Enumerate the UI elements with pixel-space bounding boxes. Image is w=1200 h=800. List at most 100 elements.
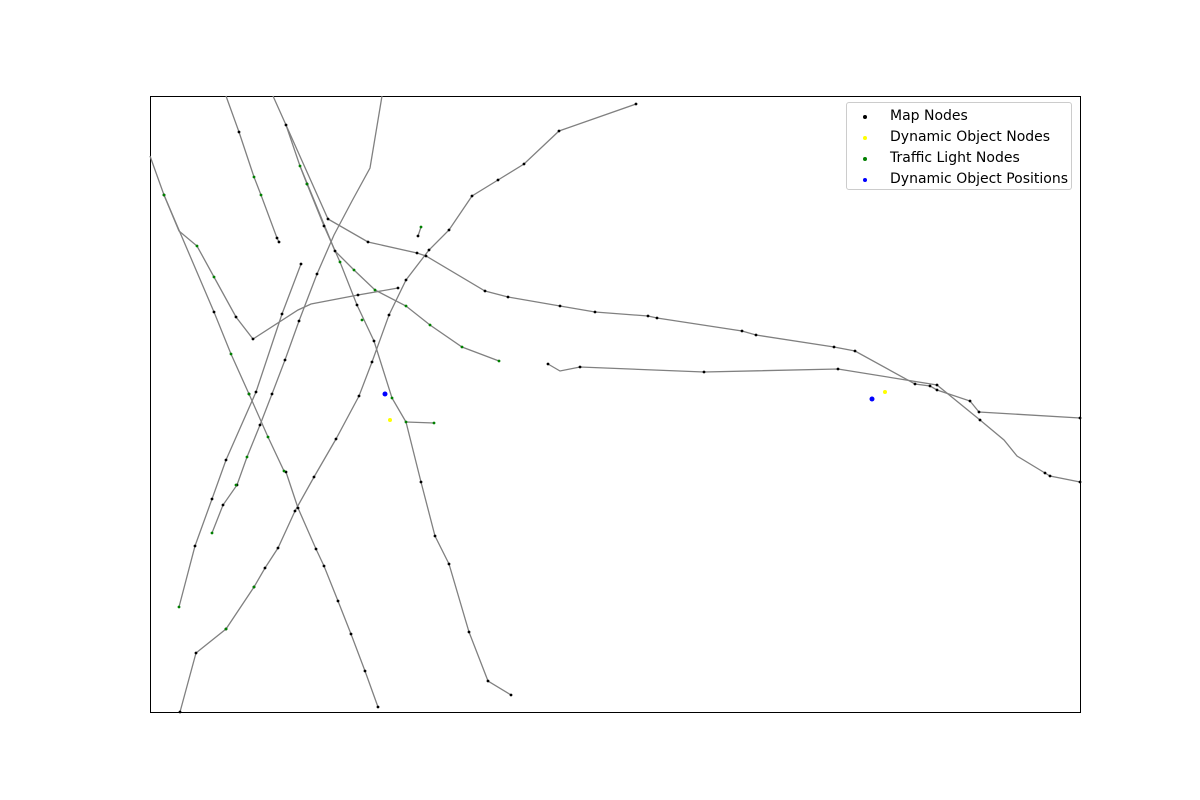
map-node	[376, 705, 380, 709]
map-node	[467, 630, 471, 634]
map-node	[314, 547, 318, 551]
map-node	[546, 362, 550, 366]
map-node	[312, 475, 316, 479]
map-node	[646, 314, 650, 318]
traffic-light-node	[305, 182, 309, 186]
traffic-light-node	[432, 421, 436, 425]
traffic-light-node	[419, 225, 423, 229]
map-node	[634, 102, 638, 106]
legend-item-dynamic-object-positions: Dynamic Object Positions	[847, 169, 1071, 190]
traffic-light-node	[212, 275, 216, 279]
traffic-light-node	[404, 420, 408, 424]
map-node	[363, 669, 367, 673]
legend-item-map-nodes: Map Nodes	[847, 106, 1071, 127]
map-node	[251, 337, 255, 341]
legend-marker-map-nodes	[863, 115, 867, 119]
map-node	[486, 679, 490, 683]
graph-edge	[225, 95, 280, 243]
map-node	[853, 349, 857, 353]
map-node	[483, 289, 487, 293]
legend-marker-dynamic-object-nodes	[863, 136, 867, 140]
legend-marker-dynamic-object-positions	[863, 178, 867, 182]
map-node	[322, 564, 326, 568]
graph-edge	[547, 363, 1081, 483]
map-node	[299, 262, 303, 266]
traffic-light-node	[177, 605, 181, 609]
traffic-light-node	[224, 627, 228, 631]
map-node	[276, 546, 280, 550]
map-node	[836, 367, 840, 371]
map-node	[496, 178, 500, 182]
map-node	[522, 162, 526, 166]
traffic-light-node	[259, 193, 263, 197]
map-node	[935, 383, 939, 387]
map-node	[404, 278, 408, 282]
map-node	[357, 394, 361, 398]
map-node	[275, 236, 279, 240]
traffic-light-node	[162, 193, 166, 197]
map-node	[978, 418, 982, 422]
traffic-light-node	[360, 318, 364, 322]
legend-label: Dynamic Object Nodes	[890, 129, 1051, 145]
traffic-light-node	[195, 244, 199, 248]
traffic-light-node	[252, 585, 256, 589]
map-node	[293, 509, 297, 513]
map-node	[297, 319, 301, 323]
map-node	[366, 240, 370, 244]
traffic-light-node	[460, 345, 464, 349]
map-node	[416, 234, 420, 238]
graph-edge	[179, 103, 637, 713]
dynamic-object-position	[869, 396, 875, 402]
traffic-light-node	[404, 304, 408, 308]
map-node	[296, 506, 300, 510]
map-node	[372, 339, 376, 343]
traffic-light-node	[338, 260, 342, 264]
map-node	[326, 217, 330, 221]
map-node	[258, 423, 262, 427]
traffic-light-node	[266, 435, 270, 439]
map-node	[396, 286, 400, 290]
legend-marker-traffic-light-nodes	[863, 157, 867, 161]
traffic-light-node	[252, 175, 256, 179]
map-node	[977, 410, 981, 414]
map-node	[557, 129, 561, 133]
graph-edge	[299, 165, 500, 362]
map-node	[433, 534, 437, 538]
map-node	[237, 130, 241, 134]
plot-frame	[150, 96, 1081, 713]
map-node	[263, 566, 267, 570]
map-node	[419, 480, 423, 484]
graph-edge	[211, 95, 383, 534]
map-node	[212, 310, 216, 314]
traffic-light-node	[352, 268, 356, 272]
map-node	[254, 390, 258, 394]
map-node	[270, 392, 274, 396]
map-node	[387, 313, 391, 317]
map-node	[334, 437, 338, 441]
legend-item-traffic-light-nodes: Traffic Light Nodes	[847, 148, 1071, 169]
map-node	[593, 310, 597, 314]
map-node	[224, 458, 228, 462]
map-node	[193, 544, 197, 548]
map-node	[509, 693, 513, 697]
map-node	[221, 503, 225, 507]
legend-label: Traffic Light Nodes	[890, 150, 1020, 166]
graph-edge	[405, 421, 435, 424]
map-node	[427, 248, 431, 252]
map-node	[424, 254, 428, 258]
map-node	[702, 370, 706, 374]
graph-edge	[163, 194, 379, 708]
map-node	[356, 293, 360, 297]
map-node	[355, 303, 359, 307]
map-node	[968, 399, 972, 403]
map-node	[277, 240, 281, 244]
map-node	[740, 329, 744, 333]
dynamic-object-position	[382, 391, 388, 397]
map-node	[234, 315, 238, 319]
map-node	[506, 295, 510, 299]
traffic-light-node	[373, 288, 377, 292]
nodes-layer	[162, 102, 1082, 714]
legend-label: Map Nodes	[890, 108, 968, 124]
map-node	[1078, 480, 1082, 484]
